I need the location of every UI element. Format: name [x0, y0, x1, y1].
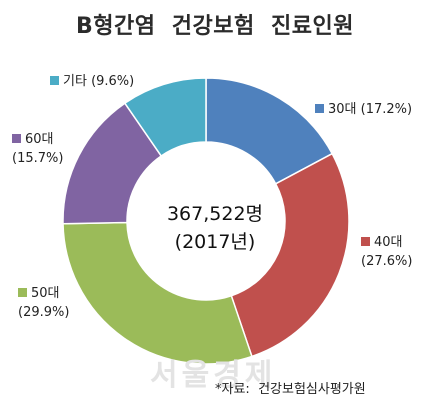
legend-label-60s: 60대 (15.7%) — [12, 130, 63, 168]
slice-50s — [62, 221, 253, 365]
category-50s: 50대 — [31, 286, 60, 301]
legend-label-30s: 30대 (17.2%) — [315, 100, 412, 119]
legend-label-other: 기타 (9.6%) — [50, 72, 134, 91]
center-total: 367,522명 (2017년) — [140, 200, 290, 256]
value-50s: (29.9%) — [18, 305, 70, 320]
legend-label-50s: 50대 (29.9%) — [18, 284, 69, 322]
slice-other — [123, 77, 207, 157]
swatch-50s — [18, 288, 27, 297]
category-other: 기타 — [63, 74, 87, 89]
category-60s: 60대 — [25, 132, 54, 147]
value-40s: (27.6%) — [361, 254, 413, 269]
swatch-30s — [315, 104, 324, 113]
value-other: (9.6%) — [91, 74, 135, 89]
chart-title: B형간염 건강보험 진료인원 — [75, 14, 355, 39]
legend-label-40s: 40대 (27.6%) — [361, 233, 412, 271]
center-value: 367,522명 — [166, 203, 264, 225]
swatch-other — [50, 76, 59, 85]
category-30s: 30대 — [328, 102, 357, 117]
watermark: 서울경제 — [150, 358, 277, 393]
swatch-40s — [361, 237, 370, 246]
category-40s: 40대 — [374, 235, 403, 250]
swatch-60s — [12, 134, 21, 143]
slice-40s — [230, 152, 350, 358]
center-year: (2017년) — [174, 231, 256, 253]
source-note: *자료: 건강보험심사평가원 — [215, 382, 366, 397]
value-30s: (17.2%) — [360, 102, 413, 117]
value-60s: (15.7%) — [12, 151, 64, 166]
